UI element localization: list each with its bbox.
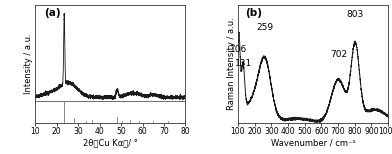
Y-axis label: Intensity / a.u.: Intensity / a.u.: [24, 34, 33, 94]
Text: 702: 702: [330, 50, 347, 59]
Text: (b): (b): [245, 8, 263, 18]
Text: 131: 131: [235, 59, 252, 68]
Text: (a): (a): [44, 8, 61, 18]
Text: 803: 803: [347, 10, 364, 19]
Y-axis label: Raman Intensity / a.u.: Raman Intensity / a.u.: [227, 18, 236, 110]
X-axis label: 2θ（Cu Kα）/ °: 2θ（Cu Kα）/ °: [83, 138, 138, 147]
Text: 259: 259: [256, 23, 273, 32]
X-axis label: Wavenumber / cm⁻¹: Wavenumber / cm⁻¹: [270, 138, 356, 147]
Text: 106: 106: [230, 45, 248, 54]
